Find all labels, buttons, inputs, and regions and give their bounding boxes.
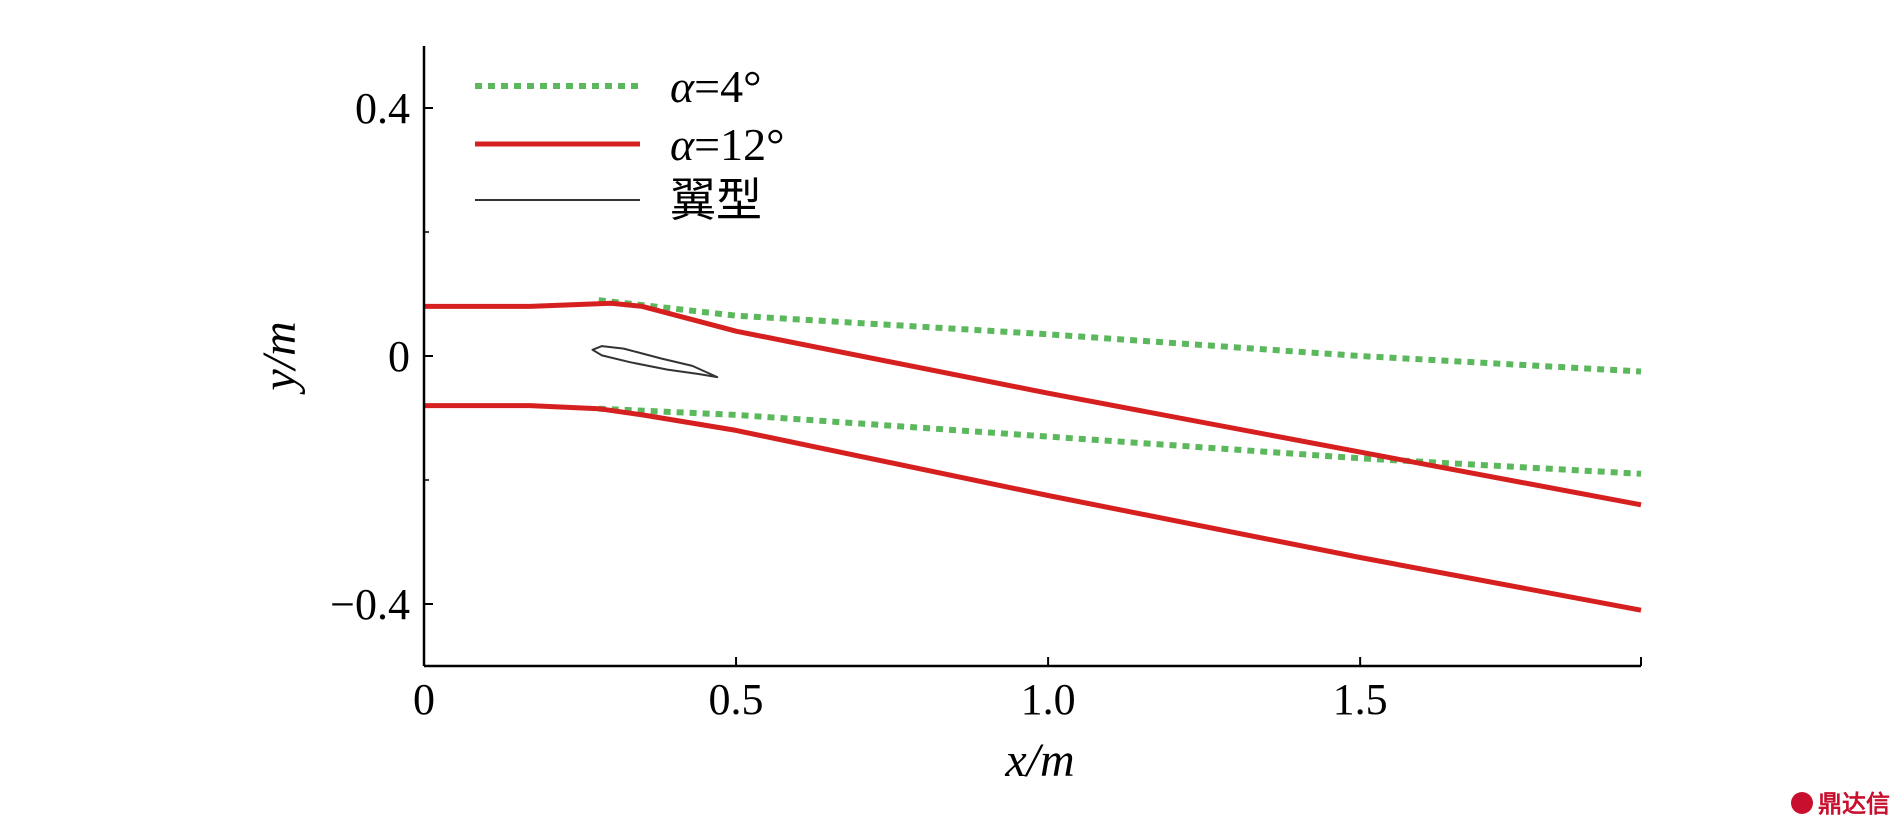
series-line-0-0 bbox=[598, 297, 1642, 375]
series-line-0-1 bbox=[598, 405, 1642, 477]
x-tick-label: 1.0 bbox=[1021, 675, 1076, 724]
legend: α=4° α=12°翼型 bbox=[475, 61, 785, 226]
y-tick-label: 0 bbox=[388, 332, 410, 381]
legend-label: 翼型 bbox=[670, 175, 762, 226]
watermark: 鼎达信 bbox=[1791, 790, 1890, 818]
legend-label: α=12° bbox=[670, 119, 785, 170]
x-tick-label: 0.5 bbox=[709, 675, 764, 724]
watermark-logo-icon bbox=[1791, 792, 1813, 814]
x-axis-label: x/m bbox=[1004, 734, 1074, 787]
series-line-1-1 bbox=[424, 403, 1642, 613]
legend-label: α=4° bbox=[670, 61, 762, 112]
y-axis-label: y/m bbox=[253, 321, 306, 395]
ticks-group: 0 0.5 1.0 1.5−0.400.4 bbox=[330, 84, 1642, 724]
x-tick-label: 1.5 bbox=[1333, 675, 1388, 724]
y-tick-label: 0.4 bbox=[355, 84, 410, 133]
x-tick-label: 0 bbox=[413, 675, 435, 724]
watermark-text: 鼎达信 bbox=[1818, 790, 1890, 818]
series-group bbox=[424, 297, 1642, 613]
y-tick-label: −0.4 bbox=[330, 580, 410, 629]
axes-group bbox=[422, 46, 1641, 668]
airfoil-outline bbox=[591, 345, 719, 379]
series-line-1-0 bbox=[424, 300, 1642, 508]
